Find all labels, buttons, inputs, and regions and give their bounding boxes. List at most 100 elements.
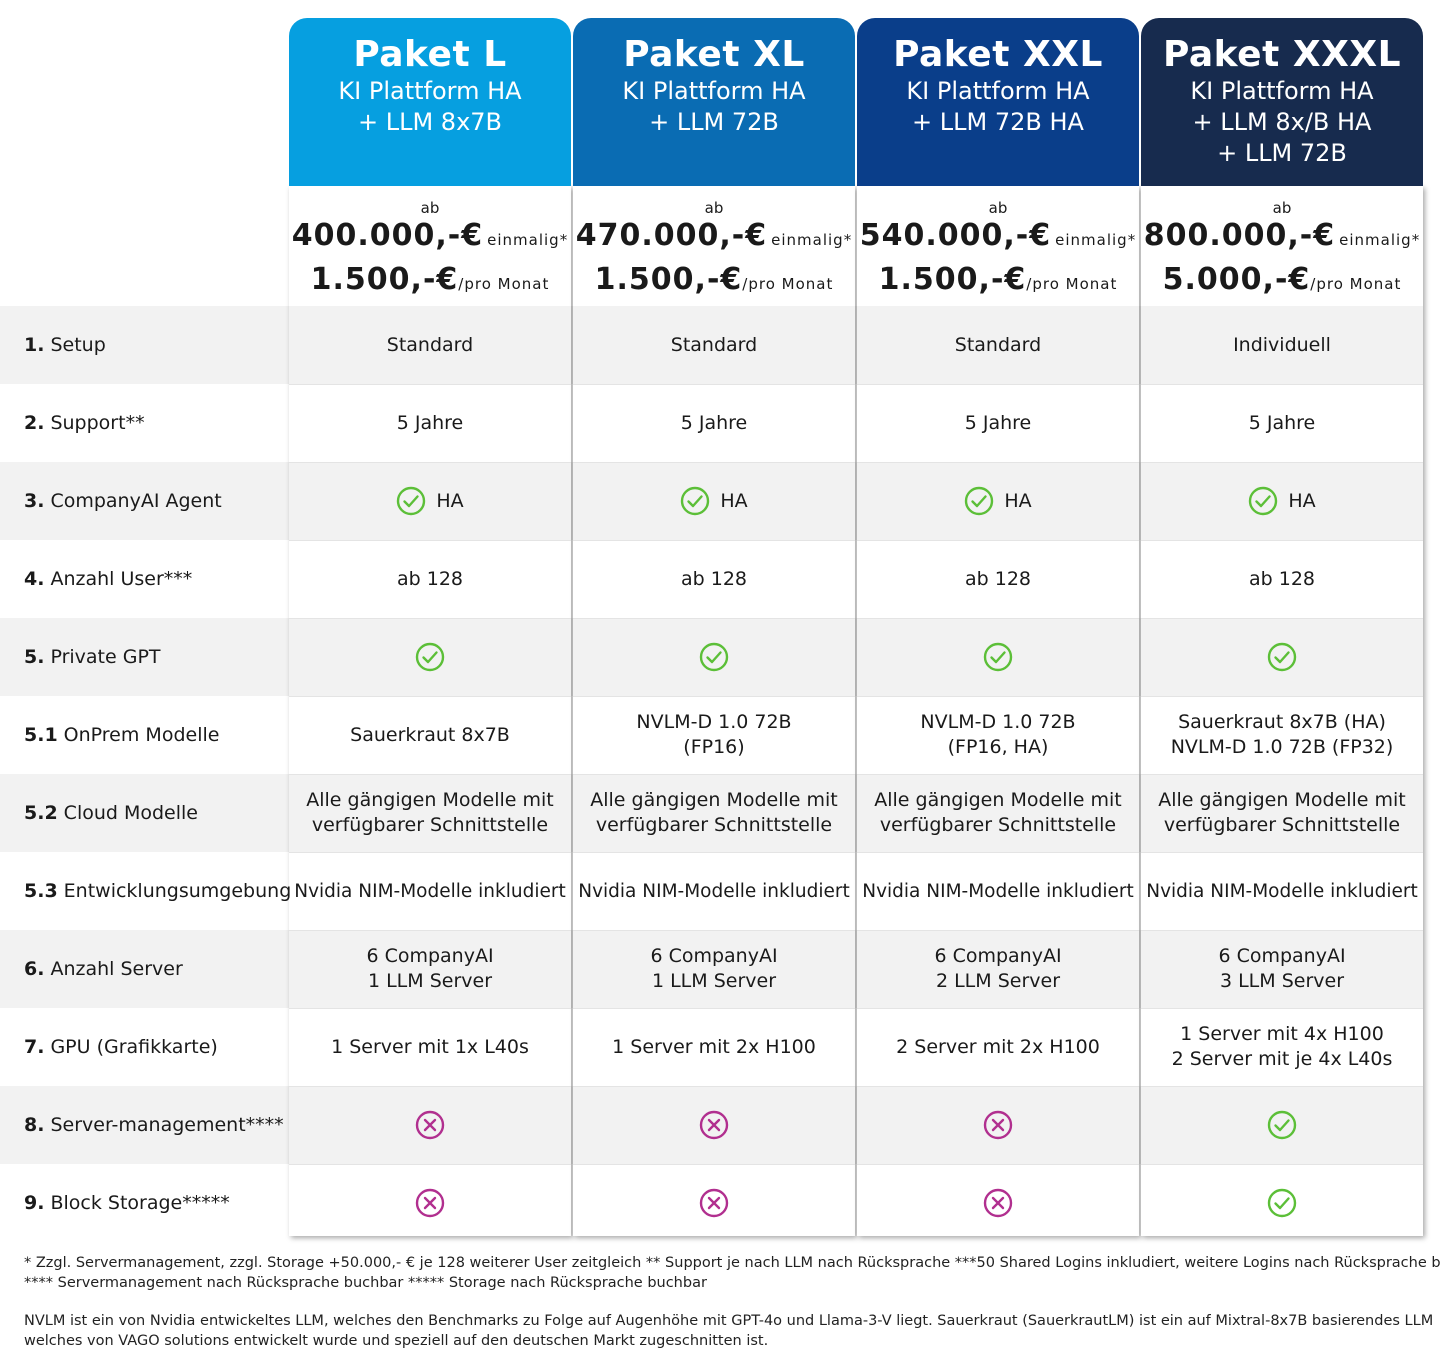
cell-block_storage_icon xyxy=(1141,1164,1423,1242)
package-header: Paket XL KI Plattform HA + LLM 72B xyxy=(573,18,855,186)
price-once-suffix: einmalig* xyxy=(771,231,853,249)
cell-block_storage_icon xyxy=(857,1164,1139,1242)
agent-ha-label: HA xyxy=(1004,489,1032,512)
cell-text: Individuell xyxy=(1233,333,1331,356)
cell-setup: Standard xyxy=(857,306,1139,384)
cell-server_mgmt_icon xyxy=(289,1086,571,1164)
row-divider xyxy=(857,1164,1139,1165)
cross-icon xyxy=(699,1110,729,1140)
cell-background xyxy=(573,618,855,696)
cell-text: 1 Server mit 2x H100 xyxy=(612,1035,816,1058)
footnote-line: **** Servermanagement nach Rücksprache b… xyxy=(24,1274,707,1291)
cross-icon xyxy=(699,1188,729,1218)
row-label: 6. Anzahl Server xyxy=(24,930,284,1008)
price-month: 1.500,-€ xyxy=(310,262,459,297)
row-label-text: CompanyAI Agent xyxy=(50,490,222,512)
cell-background xyxy=(573,462,855,540)
cell-background xyxy=(857,774,1139,852)
footnote-line: * Zzgl. Servermanagement, zzgl. Storage … xyxy=(24,1255,1440,1271)
row-divider xyxy=(289,774,571,775)
cell-text: ab 128 xyxy=(1248,567,1315,590)
package-name: Paket XL xyxy=(623,34,805,75)
price-month-suffix: /pro Monat xyxy=(1026,275,1118,293)
cross-icon xyxy=(983,1110,1013,1140)
package-name: Paket XXXL xyxy=(1162,34,1402,75)
price-block: ab 470.000,-€ einmalig* 1.500,-€/pro Monat xyxy=(573,186,855,306)
cell-text: 5 Jahre xyxy=(396,411,464,434)
row-number: 3. xyxy=(24,490,45,512)
cell-agent: HA xyxy=(573,462,855,540)
cell-background xyxy=(1141,462,1423,540)
row-divider xyxy=(1141,462,1423,463)
package-subtitle: + LLM 8x/B HA xyxy=(1192,108,1372,136)
row-divider xyxy=(857,696,1139,697)
row-number: 2. xyxy=(24,412,45,434)
agent-ha: HA xyxy=(964,486,1032,516)
row-label-text: Setup xyxy=(50,334,106,356)
package-header: Paket XXXL KI Plattform HA + LLM 8x/B HA + … xyxy=(1141,18,1423,186)
row-label: 9. Block Storage***** xyxy=(24,1164,284,1242)
row-divider xyxy=(857,852,1139,853)
price-prefix: ab xyxy=(1272,199,1292,217)
package-subtitle: + LLM 72B xyxy=(649,108,779,136)
cell-text: 1 Server mit 1x L40s xyxy=(331,1035,529,1058)
cell-text: NVLM-D 1.0 72B (FP16, HA) xyxy=(920,711,1076,758)
footnote-line: welches von VAGO solutions entwickelt wu… xyxy=(24,1332,769,1349)
row-label: 8. Server-management**** xyxy=(24,1086,284,1164)
cell-setup: Individuell xyxy=(1141,306,1423,384)
check-icon xyxy=(1267,1188,1297,1218)
cell-servers: 6 CompanyAI 3 LLM Server xyxy=(1141,930,1423,1008)
row-divider xyxy=(573,462,855,463)
cell-gpu: 1 Server mit 2x H100 xyxy=(573,1008,855,1086)
cell-server_mgmt_icon xyxy=(857,1086,1139,1164)
cell-private_gpt_icon xyxy=(289,618,571,696)
cell-text: Nvidia NIM-Modelle inkludiert xyxy=(1146,880,1418,902)
package-name: Paket L xyxy=(353,34,507,75)
package-header: Paket L KI Plattform HA + LLM 8x7B xyxy=(289,18,571,186)
row-label-text: Cloud Modelle xyxy=(63,802,198,824)
package-subtitle: KI Plattform HA xyxy=(338,77,522,105)
row-divider xyxy=(1141,1008,1423,1009)
package-subtitle: KI Plattform HA xyxy=(1190,77,1374,105)
check-icon xyxy=(396,486,426,516)
cell-background xyxy=(1141,774,1423,852)
row-label: 4. Anzahl User*** xyxy=(24,540,284,618)
cell-private_gpt_icon xyxy=(573,618,855,696)
row-divider xyxy=(289,618,571,619)
cell-background xyxy=(1141,618,1423,696)
cell-text: Standard xyxy=(954,333,1042,356)
cross-icon xyxy=(415,1110,445,1140)
row-divider xyxy=(857,1086,1139,1087)
cell-text: ab 128 xyxy=(680,567,747,590)
cell-text: ab 128 xyxy=(964,567,1031,590)
row-divider xyxy=(289,1086,571,1087)
cell-background xyxy=(289,930,571,1008)
cell-text: ab 128 xyxy=(396,567,463,590)
price-once-line: 400.000,-€ einmalig* xyxy=(289,216,571,260)
cell-setup: Standard xyxy=(289,306,571,384)
cell-text: Alle gängigen Modelle mit verfügbarer Sc… xyxy=(1158,789,1406,836)
row-divider xyxy=(573,930,855,931)
cell-private_gpt_icon xyxy=(857,618,1139,696)
row-divider xyxy=(289,462,571,463)
cell-text: Sauerkraut 8x7B (HA) NVLM-D 1.0 72B (FP3… xyxy=(1170,711,1394,758)
agent-ha: HA xyxy=(396,486,464,516)
cell-private_gpt_icon xyxy=(1141,618,1423,696)
row-label: 5.1 OnPrem Modelle xyxy=(24,696,284,774)
package-subtitle: + LLM 72B HA xyxy=(912,108,1084,136)
price-once-suffix: einmalig* xyxy=(1339,231,1421,249)
row-number: 5.3 xyxy=(24,880,58,902)
agent-ha: HA xyxy=(680,486,748,516)
footnotes: * Zzgl. Servermanagement, zzgl. Storage … xyxy=(24,1254,1440,1351)
cell-gpu: 2 Server mit 2x H100 xyxy=(857,1008,1139,1086)
price-prefix: ab xyxy=(704,199,724,217)
cell-text: 6 CompanyAI 3 LLM Server xyxy=(1218,945,1346,992)
cell-text: 5 Jahre xyxy=(1248,411,1316,434)
cell-text: Alle gängigen Modelle mit verfügbarer Sc… xyxy=(590,789,838,836)
row-divider xyxy=(857,774,1139,775)
cell-agent: HA xyxy=(857,462,1139,540)
row-divider xyxy=(289,540,571,541)
cell-users: ab 128 xyxy=(289,540,571,618)
price-once-suffix: einmalig* xyxy=(487,231,569,249)
price-once: 540.000,-€ xyxy=(859,218,1052,253)
